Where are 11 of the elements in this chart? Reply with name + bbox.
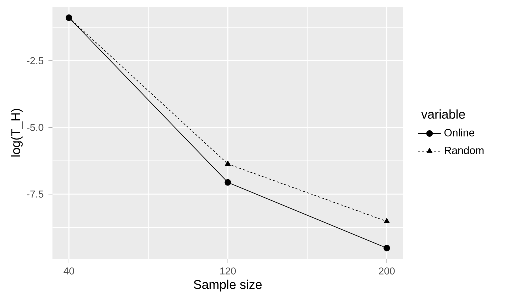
x-tick-label: 200 bbox=[379, 268, 395, 275]
legend-label: Online bbox=[444, 128, 475, 137]
x-tick-label: 120 bbox=[220, 268, 236, 275]
y-tick-label: -5.0 bbox=[27, 124, 44, 132]
y-tick-label: -2.5 bbox=[27, 57, 44, 64]
legend-label: Random bbox=[445, 146, 484, 154]
x-tick-label: 40 bbox=[64, 268, 74, 275]
y-axis-title: log(T_H) bbox=[11, 109, 23, 157]
x-axis-title: Sample size bbox=[194, 280, 262, 292]
y-tick-label: -7.5 bbox=[27, 190, 44, 198]
legend-title: variable bbox=[421, 110, 466, 119]
